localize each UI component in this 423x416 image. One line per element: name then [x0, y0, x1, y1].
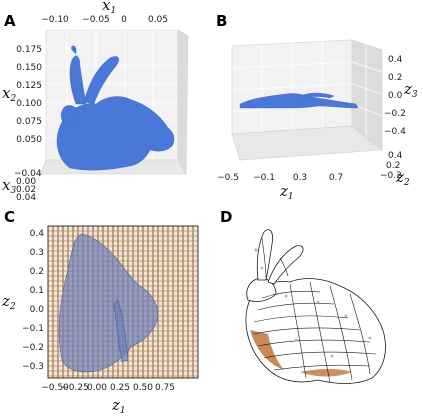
panel-d-bunny-mesh: [245, 229, 386, 384]
panel-b-y-ticks: 0.4 0.2 −0.2: [380, 151, 403, 181]
panel-b-z-tick: −0.2: [384, 109, 406, 119]
panel-a-side-pane: [177, 29, 189, 176]
panel-c-x-tick: 0.50: [133, 383, 153, 393]
panel-c-frame: [47, 225, 199, 379]
panel-a-z-tick: 0.02: [16, 185, 36, 195]
panel-a-x-ticks: −0.10 −0.05 0 0.05: [41, 15, 168, 25]
panel-b-x-axis-label: z1: [279, 182, 294, 202]
panel-c-y-ticks: 0.4 0.3 0.2 0.1 0.0 −0.1 −0.2 −0.3: [22, 229, 44, 372]
panel-a-y-tick: 0.175: [16, 45, 42, 55]
panel-a-z-axis-label: x3: [2, 176, 16, 196]
panel-d-mesh-lines: [253, 237, 377, 383]
panel-c-y-tick: −0.3: [22, 362, 44, 372]
panel-c-x-tick: 0.25: [110, 383, 130, 393]
panel-b-x-tick: −0.1: [253, 173, 275, 183]
panel-c-x-tick: −0.25: [61, 383, 89, 393]
panel-a-y-tick: 0.125: [16, 81, 42, 91]
panel-b-grid: [231, 41, 383, 138]
panel-c-y-tick: −0.2: [22, 343, 44, 353]
panel-c-projected-shape: [58, 233, 159, 373]
panel-b-floor-pane: [231, 125, 383, 161]
panel-a-x-tick: −0.10: [41, 15, 69, 25]
panel-a-x-axis-label: x1: [102, 0, 116, 16]
panel-a-y-ticks: 0.175 0.150 0.125 0.100 0.075 0.050: [16, 45, 42, 145]
panel-c-y-tick: 0.3: [30, 248, 44, 258]
panel-b-z-tick: 0.2: [388, 73, 402, 83]
panel-b-x-ticks: −0.5 −0.1 0.3 0.7: [217, 173, 343, 183]
panel-a-y-tick: 0.150: [16, 63, 42, 73]
panel-a-z-tick: −0.04: [14, 169, 42, 179]
panel-a-y-tick: 0.100: [16, 99, 42, 109]
panel-c-x-axis-label: z1: [111, 396, 126, 416]
panel-b-y-tick: −0.2: [380, 171, 402, 181]
panel-b-z-tick: 0.4: [388, 55, 403, 65]
panel-a-y-tick: 0.075: [16, 117, 42, 127]
panel-c-y-tick: −0.1: [22, 324, 44, 334]
panel-a-x-tick: −0.05: [82, 15, 110, 25]
panel-a-letter: A: [4, 12, 16, 30]
panel-b-y-tick: 0.2: [386, 161, 400, 171]
panel-c-y-tick: 0.0: [30, 305, 45, 315]
panel-a-z-tick: 0.00: [16, 177, 36, 187]
panel-b-letter: B: [216, 12, 227, 30]
panel-b-y-axis-label: z2: [395, 168, 410, 188]
panel-b-x-tick: 0.7: [329, 173, 343, 183]
panel-d-highlight-dots: [254, 248, 372, 358]
panel-c-x-tick: 0.75: [155, 383, 175, 393]
panel-c-x-tick: −0.50: [41, 383, 69, 393]
panel-c: C −0.50 −0.25 0.00 0.25 0.50 0.75 z1 0.4…: [1, 208, 199, 416]
panel-d-letter: D: [220, 208, 232, 226]
panel-a-z-ticks: −0.04 0.00 0.02 0.04: [14, 169, 42, 203]
panel-b-y-tick: 0.4: [388, 151, 403, 161]
panel-a-z-tick: 0.04: [16, 193, 36, 203]
panel-a-y-tick: 0.050: [16, 135, 42, 145]
panel-b-z-tick: 0.0: [388, 91, 403, 101]
panel-d: D: [220, 208, 386, 384]
panel-a-x-tick: 0: [121, 15, 127, 25]
panel-c-x-ticks: −0.50 −0.25 0.00 0.25 0.50 0.75: [41, 383, 175, 393]
panel-a-bunny-point-cloud: [56, 45, 175, 171]
panel-c-x-tick: 0.00: [87, 383, 107, 393]
panel-a: A −0.10 −0.05 0 0.05 x1 0.175 0.150: [2, 0, 189, 203]
panel-b-flat-point-cloud: [239, 92, 359, 109]
panel-c-y-tick: 0.4: [30, 229, 45, 239]
panel-a-x-tick: 0.05: [148, 15, 168, 25]
panel-c-letter: C: [4, 208, 15, 226]
panel-c-y-tick: 0.2: [30, 267, 44, 277]
panel-a-y-axis-label: x2: [2, 84, 16, 104]
panel-b-z-ticks: 0.4 0.2 0.0 −0.2 −0.4: [384, 55, 406, 137]
panel-b-z-tick: −0.4: [384, 127, 406, 137]
panel-b: B −0.5 −0.1 0.3 0.7 z1: [216, 12, 418, 202]
panel-b-z-axis-label: z3: [403, 80, 418, 100]
panel-b-x-tick: −0.5: [217, 173, 239, 183]
panel-c-y-tick: 0.1: [30, 286, 44, 296]
panel-b-x-tick: 0.3: [293, 173, 307, 183]
panel-c-y-axis-label: z2: [1, 292, 16, 312]
